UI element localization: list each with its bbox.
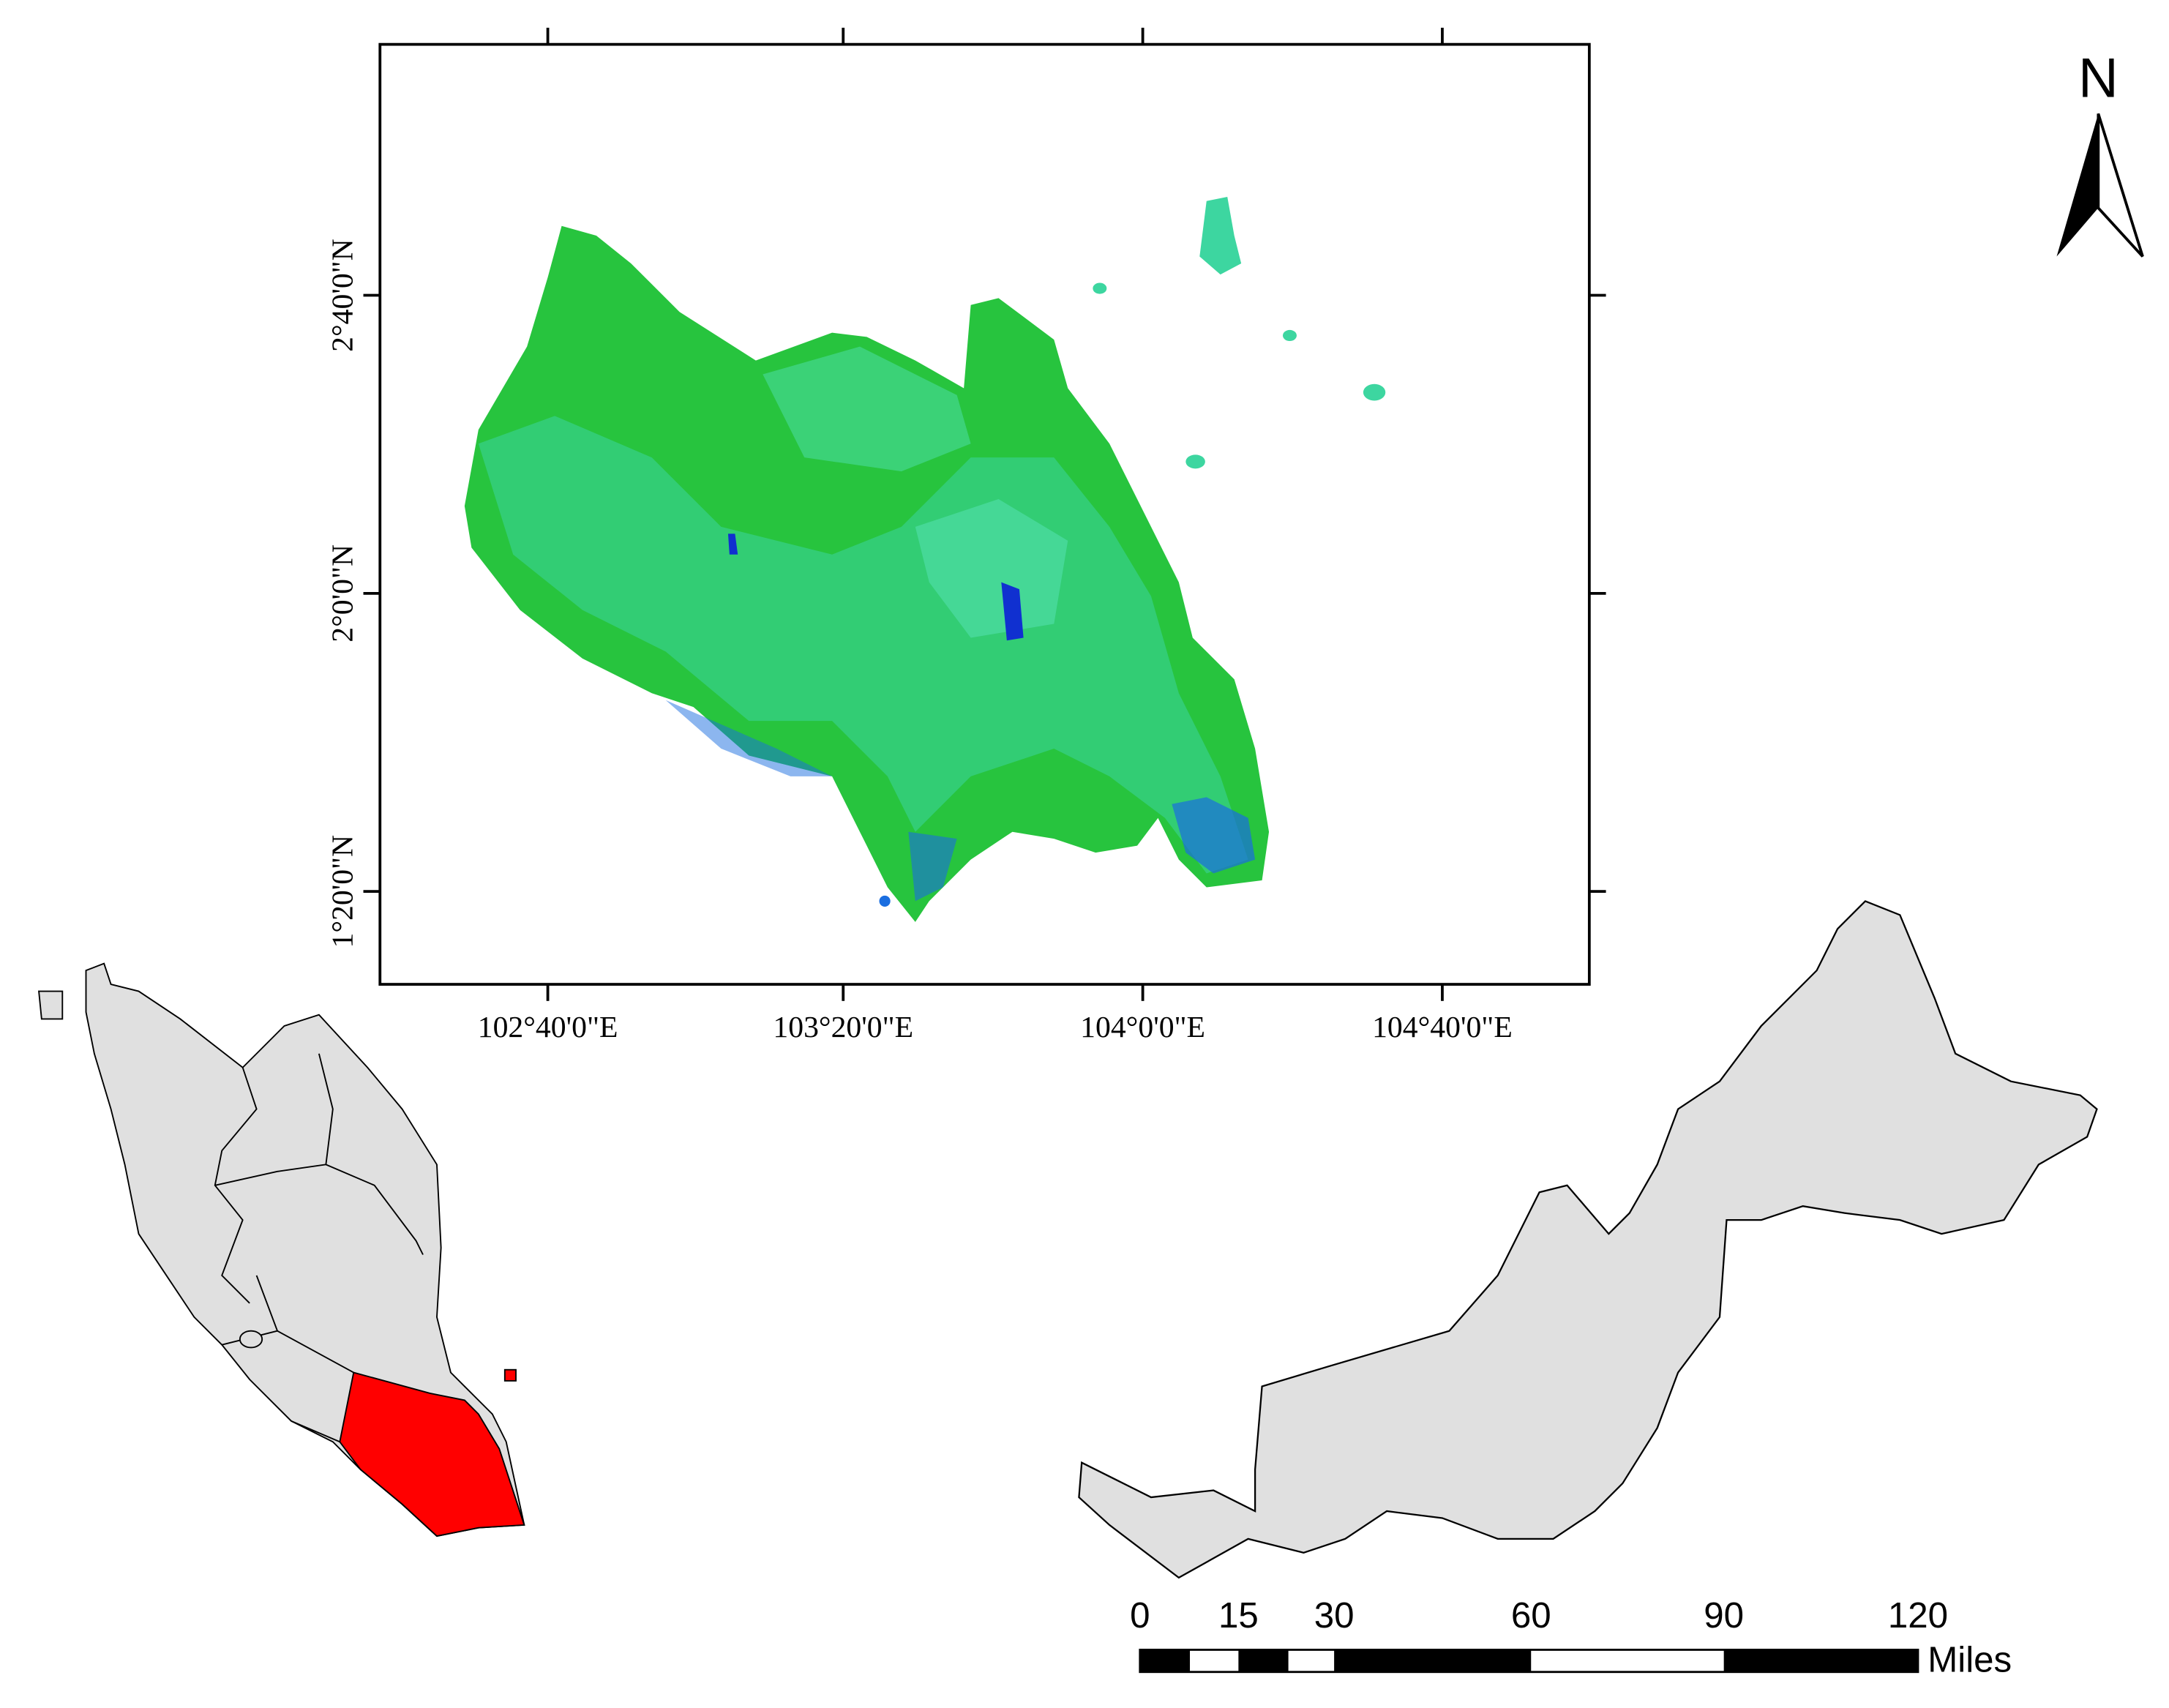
scale-label: 0 bbox=[1130, 1595, 1150, 1636]
north-arrow: N bbox=[2056, 48, 2144, 258]
latitude-label: 2°40'0"N bbox=[326, 239, 359, 352]
longitude-label: 102°40'0"E bbox=[478, 1011, 618, 1044]
scale-label: 90 bbox=[1704, 1595, 1744, 1636]
latitude-label: 1°20'0"N bbox=[326, 835, 359, 948]
longitude-label: 104°40'0"E bbox=[1372, 1011, 1513, 1044]
borneo-malaysia bbox=[1078, 900, 2098, 1579]
scale-unit: Miles bbox=[1928, 1640, 2012, 1680]
scale-label: 120 bbox=[1888, 1595, 1948, 1636]
longitude-label: 103°20'0"E bbox=[773, 1011, 913, 1044]
north-label: N bbox=[2078, 48, 2119, 110]
latitude-label: 2°0'0"N bbox=[326, 544, 359, 643]
scale-label: 60 bbox=[1511, 1595, 1551, 1636]
scale-label: 15 bbox=[1218, 1595, 1259, 1636]
scale-bar: Miles 0 15 30 60 90 120 bbox=[1130, 1595, 2012, 1680]
longitude-label: 104°0'0"E bbox=[1080, 1011, 1205, 1044]
map-axes: 102°40'0"E 103°20'0"E 104°0'0"E 104°40'0"E 2… bbox=[326, 27, 1606, 1044]
peninsular-malaysia bbox=[38, 962, 525, 1537]
scale-label: 30 bbox=[1314, 1595, 1355, 1636]
johor-raster bbox=[464, 197, 1386, 922]
